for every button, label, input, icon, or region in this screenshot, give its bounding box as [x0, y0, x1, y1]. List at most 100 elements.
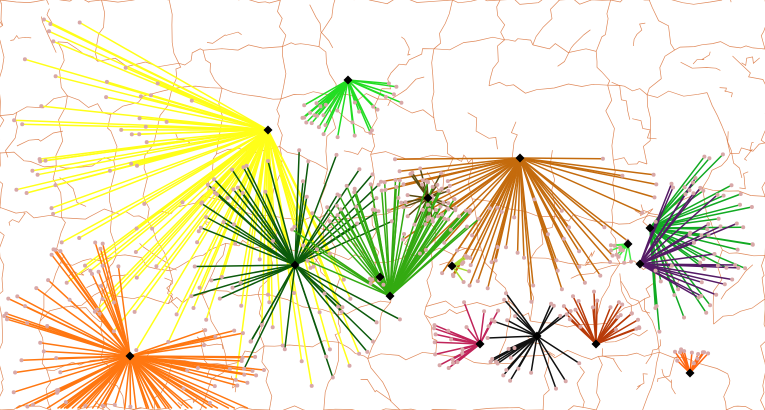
flow-line [479, 318, 493, 345]
flow-line [519, 157, 656, 199]
region-boundary [559, 0, 611, 5]
region-boundary [109, 160, 116, 212]
endpoint-dot [669, 181, 674, 186]
region-boundary [713, 298, 765, 325]
endpoint-dot [221, 220, 226, 225]
region-boundary [279, 146, 328, 170]
endpoint-dot [24, 191, 29, 195]
endpoint-dot [267, 300, 272, 305]
endpoint-dot [463, 253, 468, 258]
endpoint-dot [653, 268, 658, 273]
flow-line [79, 355, 131, 409]
flow-line [114, 355, 131, 406]
hub-marker-purple[interactable] [635, 259, 645, 269]
endpoint-dot [376, 209, 381, 214]
flow-line [303, 79, 349, 106]
endpoint-dot [100, 263, 105, 268]
endpoint-dot [25, 404, 30, 409]
hub-marker-yellow-green[interactable] [447, 261, 457, 271]
endpoint-dot [119, 127, 124, 132]
flow-line [315, 79, 349, 105]
flow-line [639, 193, 719, 265]
region-boundary [720, 264, 754, 300]
hub-cluster-yellow [13, 18, 360, 387]
flow-line [519, 157, 606, 229]
endpoint-dot [652, 195, 657, 200]
hub-marker-rust[interactable] [591, 339, 601, 349]
endpoint-dot [232, 222, 236, 227]
endpoint-dot [34, 286, 39, 291]
endpoint-dot [212, 384, 217, 389]
endpoint-dot [212, 190, 217, 195]
endpoint-dot [266, 292, 270, 297]
region-boundary [387, 76, 425, 107]
endpoint-dot [430, 216, 435, 221]
flow-line [15, 129, 269, 191]
endpoint-dot [166, 339, 171, 344]
flow-line [46, 355, 131, 409]
flow-line [489, 157, 521, 210]
endpoint-dot [512, 215, 517, 220]
endpoint-dot [567, 317, 572, 322]
flow-line [192, 129, 269, 309]
hub-marker-black[interactable] [532, 331, 542, 341]
hub-marker-brown[interactable] [515, 153, 525, 163]
endpoint-dot [51, 211, 56, 216]
endpoint-dot [240, 331, 245, 336]
region-boundary [57, 41, 68, 97]
endpoint-dot [440, 212, 444, 217]
region-boundary [674, 41, 721, 51]
hub-marker-dark-green[interactable] [290, 260, 300, 270]
region-boundary [741, 56, 760, 66]
hub-marker-orange-right[interactable] [685, 368, 695, 378]
region-boundary [343, 147, 372, 155]
flow-line [101, 129, 269, 267]
endpoint-dot [738, 192, 743, 196]
endpoint-dot [25, 320, 30, 325]
endpoint-dot [154, 264, 159, 269]
endpoint-dot [442, 216, 447, 221]
endpoint-dot [382, 180, 387, 185]
flow-line [213, 178, 296, 266]
endpoint-dot [54, 356, 59, 361]
hub-marker-crimson[interactable] [475, 339, 485, 349]
endpoint-dot [232, 328, 237, 333]
hub-marker-green-right[interactable] [645, 223, 655, 233]
flow-line [406, 197, 429, 217]
hub-marker-light-green[interactable] [623, 239, 633, 249]
region-boundary [280, 46, 287, 100]
flow-line [519, 157, 643, 214]
hub-marker-gold-small[interactable] [375, 272, 385, 282]
endpoint-dot [263, 189, 268, 194]
flow-line [239, 129, 269, 284]
region-boundary [719, 87, 733, 98]
endpoint-dot [97, 311, 102, 316]
hub-marker-olive[interactable] [423, 193, 433, 203]
endpoint-dot [620, 302, 625, 307]
endpoint-dot [504, 291, 508, 296]
flow-line [479, 310, 485, 345]
flow-line [59, 355, 131, 373]
flow-line [294, 264, 378, 324]
flow-line [536, 335, 557, 390]
endpoint-dot [403, 200, 408, 205]
endpoint-dot [675, 358, 680, 363]
hub-marker-mid-green[interactable] [385, 291, 395, 301]
endpoint-dot [196, 229, 201, 234]
endpoint-dot [98, 246, 103, 251]
flow-line [129, 355, 230, 409]
flow-line [463, 301, 481, 345]
endpoint-dot [379, 179, 383, 184]
endpoint-dot [529, 299, 534, 304]
hub-marker-yellow[interactable] [263, 125, 273, 135]
region-boundary [504, 38, 534, 46]
hub-marker-bright-green[interactable] [343, 75, 353, 85]
hub-marker-orange-left[interactable] [125, 351, 135, 361]
region-boundary [0, 40, 5, 116]
flow-line [232, 188, 296, 266]
flow-line [129, 355, 239, 387]
flow-line [347, 79, 395, 96]
flow-line [689, 351, 705, 374]
endpoint-dot [699, 233, 704, 238]
